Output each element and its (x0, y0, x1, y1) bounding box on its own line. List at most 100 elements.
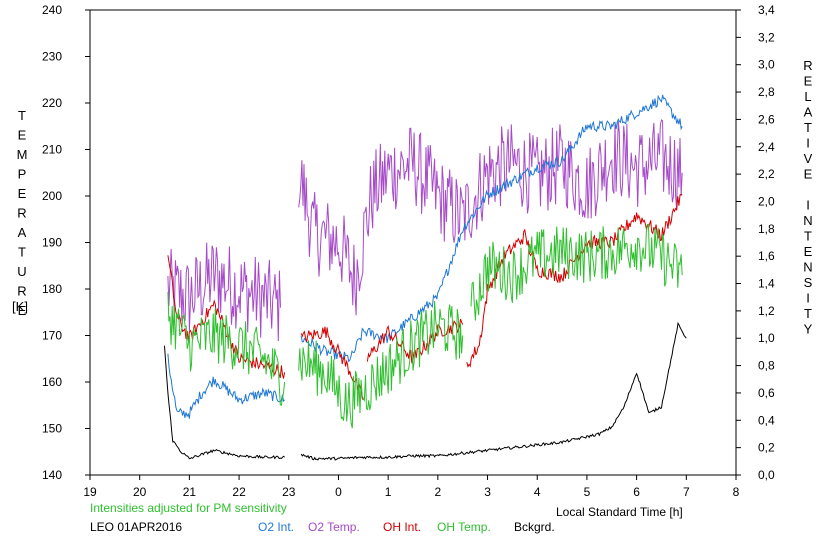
legend-item: OH Temp. (437, 520, 491, 534)
left-tick-label: 140 (42, 468, 62, 482)
left-label-char: P (18, 167, 27, 182)
x-axis-ticks: 19 20 21 22 23 0 1 2 3 4 5 6 7 8 (83, 475, 740, 499)
x-tick-label: 23 (282, 485, 296, 499)
right-tick-label: 2,2 (758, 167, 775, 181)
x-tick-label: 20 (133, 485, 147, 499)
right-tick-label: 3,2 (758, 30, 775, 44)
left-label-char: M (17, 147, 28, 162)
series-bckgrd-line (300, 321, 687, 461)
left-tick-label: 190 (42, 236, 62, 250)
right-tick-label: 1,6 (758, 249, 775, 263)
right-label-char: Y (804, 322, 813, 337)
legend-item: O2 Int. (258, 520, 294, 534)
left-tick-label: 170 (42, 329, 62, 343)
right-label-char: S (804, 275, 813, 290)
x-tick-label: 19 (83, 485, 97, 499)
left-label-char: A (18, 225, 27, 240)
right-tick-label: 2,8 (758, 85, 775, 99)
right-tick-label: 2,0 (758, 194, 775, 208)
right-label-char: I (806, 198, 810, 213)
right-label-char: E (804, 244, 813, 259)
x-axis-label: Local Standard Time [h] (556, 505, 683, 519)
series-oh-int-line (466, 193, 683, 369)
legend-item: O2 Temp. (308, 520, 360, 534)
series-o2-temp-line (298, 119, 683, 316)
left-label-unit: [K] (12, 299, 28, 314)
right-tick-label: 1,2 (758, 304, 775, 318)
right-label-char: T (804, 306, 812, 321)
series-oh-int-line (366, 318, 464, 364)
series-oh-temp-line (167, 291, 286, 407)
right-axis-ticks: 0,0 0,2 0,4 0,6 0,8 1,0 1,2 1,4 1,6 1,8 2,0 2,2 2,4 2… (736, 3, 775, 482)
left-tick-label: 210 (42, 143, 62, 157)
right-tick-label: 0,8 (758, 359, 775, 373)
series-bckgrd-line (164, 345, 285, 460)
right-tick-label: 0,4 (758, 413, 775, 427)
series-o2-int-line (167, 353, 285, 419)
left-label-char: E (18, 128, 27, 143)
right-tick-label: 3,4 (758, 3, 775, 17)
left-label-char: E (18, 186, 27, 201)
x-tick-label: 22 (232, 485, 246, 499)
series-layer (164, 94, 687, 461)
right-label-char: E (804, 167, 813, 182)
left-tick-label: 240 (42, 3, 62, 17)
series-o2-temp-line (167, 242, 281, 342)
legend: O2 Int. O2 Temp. OH Int. OH Temp. Bckgrd. (258, 520, 555, 534)
x-tick-label: 2 (435, 485, 442, 499)
right-tick-label: 3,0 (758, 58, 775, 72)
x-tick-label: 0 (335, 485, 342, 499)
right-tick-label: 0,2 (758, 441, 775, 455)
series-oh-int-line (300, 326, 364, 401)
x-tick-label: 21 (183, 485, 197, 499)
left-tick-label: 200 (42, 189, 62, 203)
right-label-char: T (804, 229, 812, 244)
right-label-char: T (804, 120, 812, 135)
left-tick-label: 150 (42, 422, 62, 436)
right-tick-label: 2,4 (758, 140, 775, 154)
left-tick-label: 160 (42, 375, 62, 389)
right-label-char: N (803, 260, 812, 275)
x-tick-label: 5 (584, 485, 591, 499)
left-label-char: R (17, 206, 26, 221)
right-tick-label: 0,6 (758, 386, 775, 400)
x-tick-label: 1 (385, 485, 392, 499)
right-label-char: V (804, 151, 813, 166)
right-label-char: N (803, 213, 812, 228)
left-tick-label: 220 (42, 96, 62, 110)
right-label-char: E (804, 74, 813, 89)
right-label-char: R (803, 58, 812, 73)
series-oh-temp-line (298, 300, 464, 429)
left-label-char: E (18, 303, 27, 318)
right-label-char: I (806, 291, 810, 306)
right-tick-label: 1,0 (758, 331, 775, 345)
left-label-char: T (18, 108, 26, 123)
left-label-char: R (17, 284, 26, 299)
right-tick-label: 1,8 (758, 222, 775, 236)
x-tick-label: 8 (733, 485, 740, 499)
left-label-char: T (18, 245, 26, 260)
x-tick-label: 4 (534, 485, 541, 499)
series-o2-int-line (300, 94, 683, 363)
pm-sensitivity-note: Intensities adjusted for PM sensitivity (90, 501, 287, 515)
right-label-char: I (806, 136, 810, 151)
left-axis-ticks: 140 150 160 170 180 190 200 210 220 230 240 (42, 3, 90, 482)
left-tick-label: 180 (42, 282, 62, 296)
right-tick-label: 2,6 (758, 112, 775, 126)
series-oh-temp-line (470, 223, 683, 321)
x-tick-label: 7 (683, 485, 690, 499)
right-tick-label: 0,0 (758, 468, 775, 482)
right-label-char: A (804, 105, 813, 120)
right-tick-label: 1,4 (758, 277, 775, 291)
right-label-char: L (804, 89, 811, 104)
x-tick-label: 3 (484, 485, 491, 499)
left-label-char: U (17, 264, 26, 279)
left-tick-label: 230 (42, 50, 62, 64)
legend-item: Bckgrd. (514, 520, 555, 534)
x-tick-label: 6 (633, 485, 640, 499)
legend-item: OH Int. (383, 520, 421, 534)
station-label: LEO 01APR2016 (90, 520, 182, 534)
